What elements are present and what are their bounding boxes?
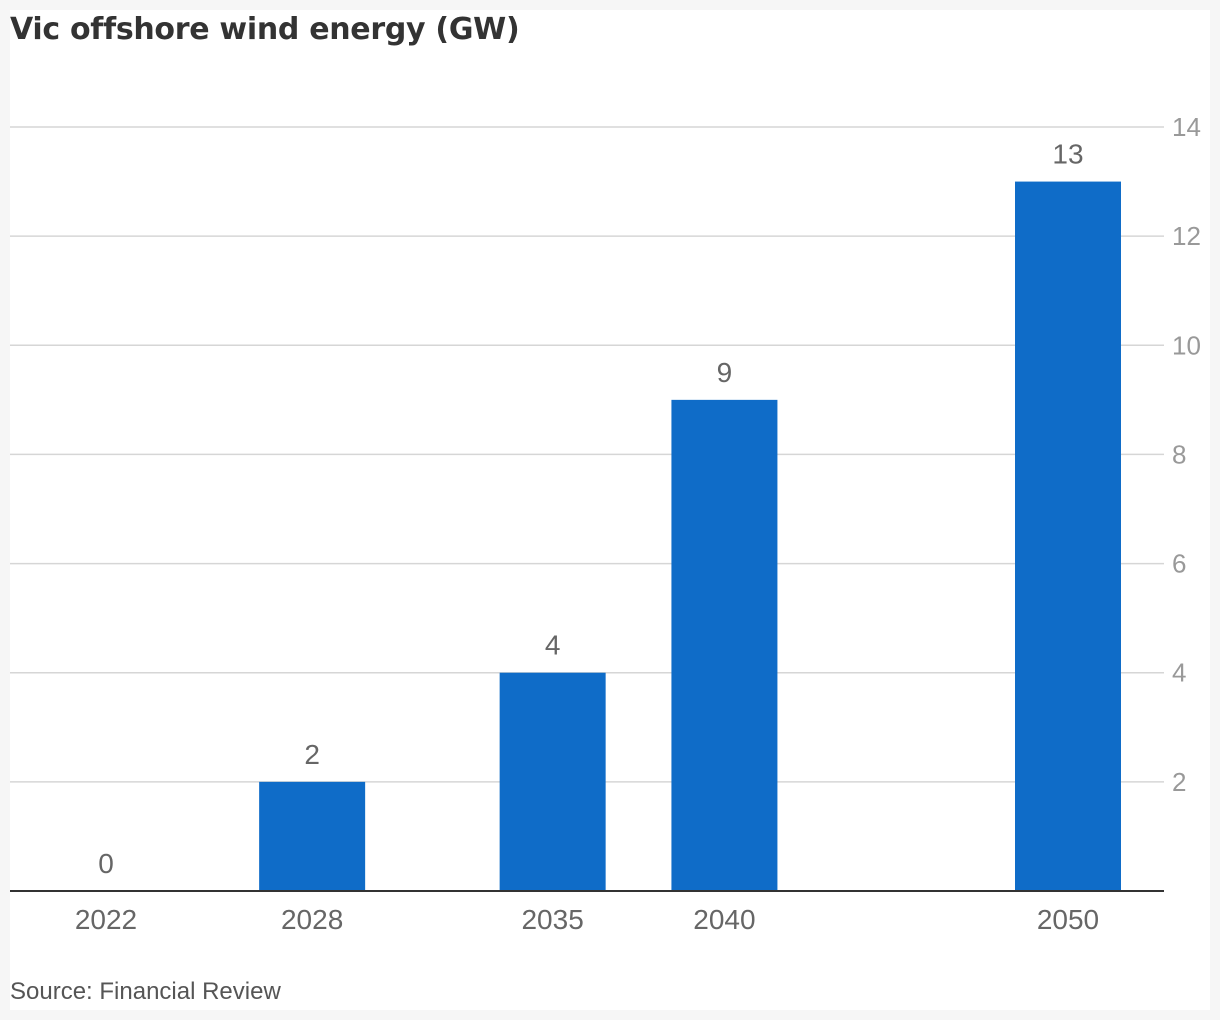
x-axis-ticks: 2022 2028 2035 2040 2050 — [75, 904, 1099, 935]
y-tick-label: 2 — [1172, 767, 1186, 797]
y-tick-label: 6 — [1172, 549, 1186, 579]
y-tick-label: 4 — [1172, 658, 1186, 688]
bar-2040 — [671, 399, 778, 891]
y-axis-ticks: 2 4 6 8 10 12 14 — [1172, 112, 1201, 797]
y-tick-label: 8 — [1172, 439, 1186, 469]
bar-2035 — [499, 672, 606, 891]
source-note: Source: Financial Review — [10, 978, 281, 1005]
x-tick-label: 2050 — [1037, 904, 1099, 935]
data-label: 2 — [304, 739, 320, 770]
bar-2050 — [1015, 181, 1121, 892]
x-tick-label: 2040 — [693, 904, 755, 935]
data-label: 9 — [717, 357, 733, 388]
data-label: 13 — [1052, 139, 1083, 170]
x-tick-label: 2022 — [75, 904, 137, 935]
data-label: 0 — [98, 848, 114, 879]
y-tick-label: 12 — [1172, 221, 1201, 251]
x-tick-label: 2035 — [521, 904, 583, 935]
chart-card — [10, 10, 1210, 1010]
data-labels: 0 2 4 9 13 — [98, 139, 1083, 879]
bar-2028 — [259, 781, 366, 891]
chart-title: Vic offshore wind energy (GW) — [10, 12, 520, 47]
gridlines — [10, 126, 1164, 783]
x-tick-label: 2028 — [281, 904, 343, 935]
bars — [259, 181, 1121, 892]
y-tick-label: 14 — [1172, 112, 1201, 142]
y-tick-label: 10 — [1172, 330, 1201, 360]
data-label: 4 — [545, 630, 561, 661]
